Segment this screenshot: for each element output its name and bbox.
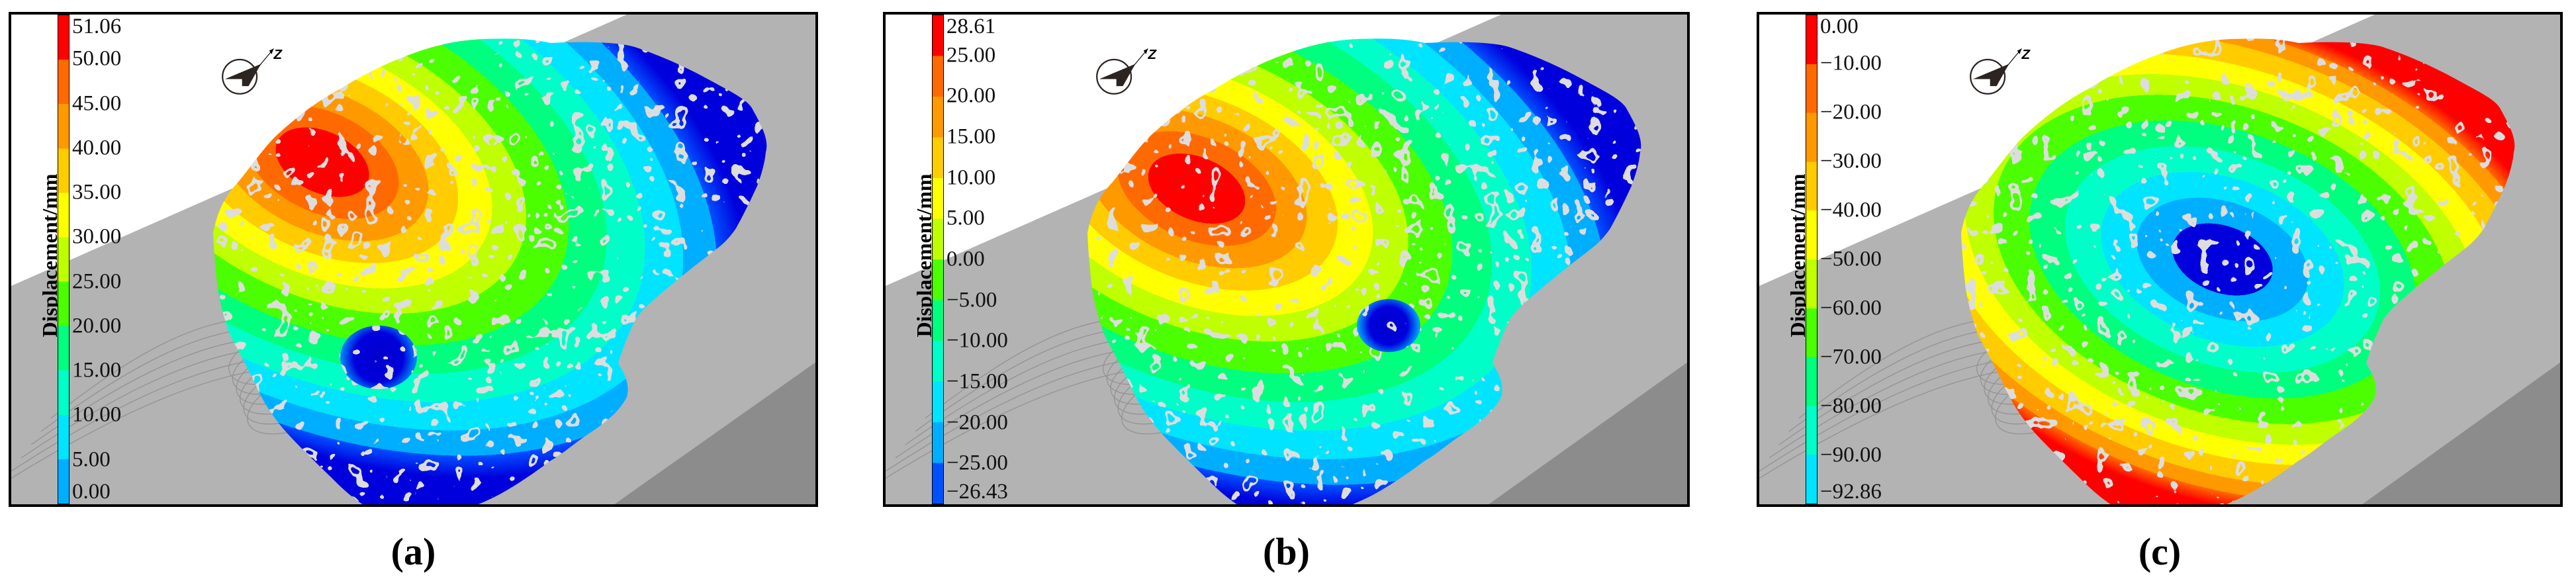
svg-text:Z: Z: [273, 47, 283, 62]
svg-text:Z: Z: [2021, 47, 2031, 62]
svg-text:Z: Z: [1148, 47, 1158, 62]
